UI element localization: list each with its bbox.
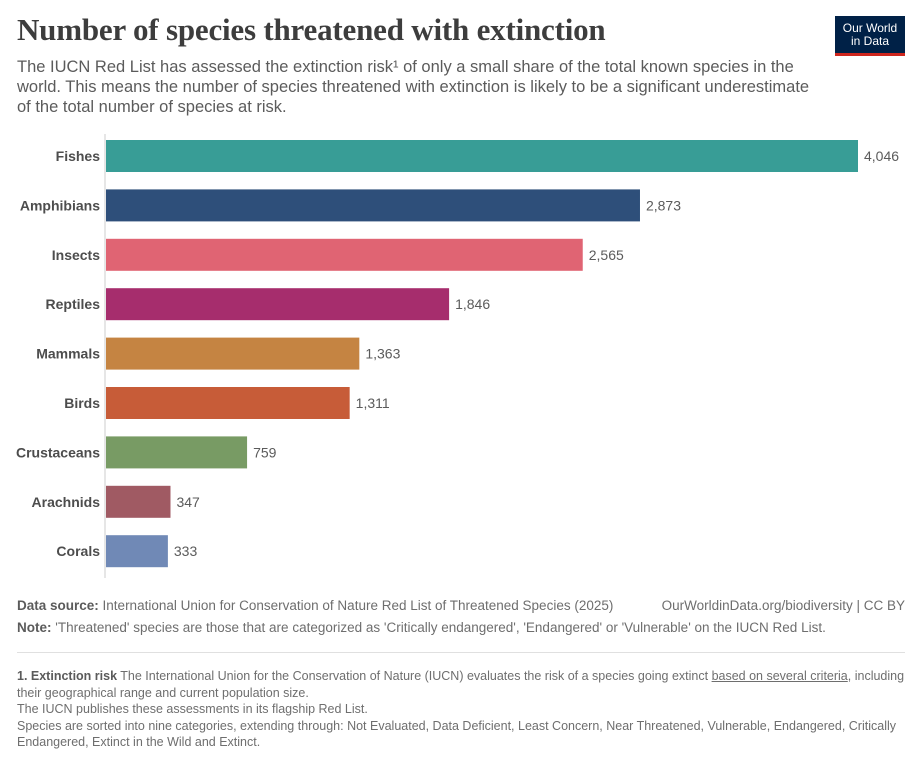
footnote-text: The International Union for the Conserva… [120, 669, 709, 683]
bar-reptiles[interactable] [106, 288, 450, 321]
chart-note: Note: 'Threatened' species are those tha… [17, 617, 905, 639]
data-source-text: International Union for Conservation of … [102, 598, 614, 613]
bar-mammals[interactable] [106, 337, 360, 370]
value-label-reptiles: 1,846 [455, 296, 490, 312]
value-label-insects: 2,565 [589, 247, 624, 263]
owid-logo[interactable]: Our World in Data [835, 16, 905, 56]
value-label-arachnids: 347 [176, 494, 200, 510]
criteria-link[interactable]: based on several criteria [711, 669, 848, 683]
footnote-label: 1. Extinction risk [17, 669, 118, 683]
footnote-text-continued: , including their geographical range and… [17, 669, 905, 700]
category-label-amphibians: Amphibians [20, 197, 100, 213]
footnote-line-2: The IUCN publishes these assessments in … [17, 702, 368, 716]
value-label-corals: 333 [174, 543, 198, 559]
chart-footer: Data source: International Union for Con… [17, 595, 905, 639]
value-label-amphibians: 2,873 [646, 197, 681, 213]
logo-line-2: in Data [850, 33, 890, 48]
category-label-birds: Birds [64, 395, 100, 411]
logo-line-1: Our World [842, 20, 898, 35]
value-label-birds: 1,311 [356, 395, 390, 411]
footer-divider [17, 652, 905, 653]
data-source: Data source: International Union for Con… [17, 595, 613, 617]
category-label-arachnids: Arachnids [32, 494, 101, 510]
note-text: 'Threatened' species are those that are … [55, 620, 826, 635]
footnote-line-3: Species are sorted into nine categories,… [17, 718, 896, 750]
category-label-corals: Corals [56, 543, 100, 559]
chart-subtitle: The IUCN Red List has assessed the extin… [17, 58, 810, 116]
bar-crustaceans[interactable] [106, 436, 248, 469]
category-label-reptiles: Reptiles [46, 296, 101, 312]
bar-arachnids[interactable] [106, 485, 171, 518]
category-label-fishes: Fishes [56, 148, 101, 164]
source-url[interactable]: OurWorldinData.org/biodiversity | CC BY [661, 598, 905, 613]
bar-amphibians[interactable] [106, 189, 640, 222]
category-label-crustaceans: Crustaceans [16, 444, 100, 460]
data-source-label: Data source: [17, 598, 99, 613]
bar-chart: Fishes 4,046 Amphibians 2,873 Insects 2,565 Re… [16, 134, 899, 578]
note-label: Note: [17, 620, 52, 635]
value-label-mammals: 1,363 [365, 346, 400, 362]
bar-birds[interactable] [106, 387, 350, 419]
value-label-crustaceans: 759 [253, 444, 277, 460]
bar-insects[interactable] [106, 238, 583, 271]
value-label-fishes: 4,046 [864, 148, 899, 164]
chart-title: Number of species threatened with extinc… [17, 12, 606, 47]
footnote: 1. Extinction risk The International Uni… [17, 668, 905, 751]
category-label-mammals: Mammals [36, 346, 100, 362]
category-label-insects: Insects [52, 247, 100, 263]
bar-fishes[interactable] [106, 140, 858, 172]
bar-corals[interactable] [106, 535, 168, 568]
